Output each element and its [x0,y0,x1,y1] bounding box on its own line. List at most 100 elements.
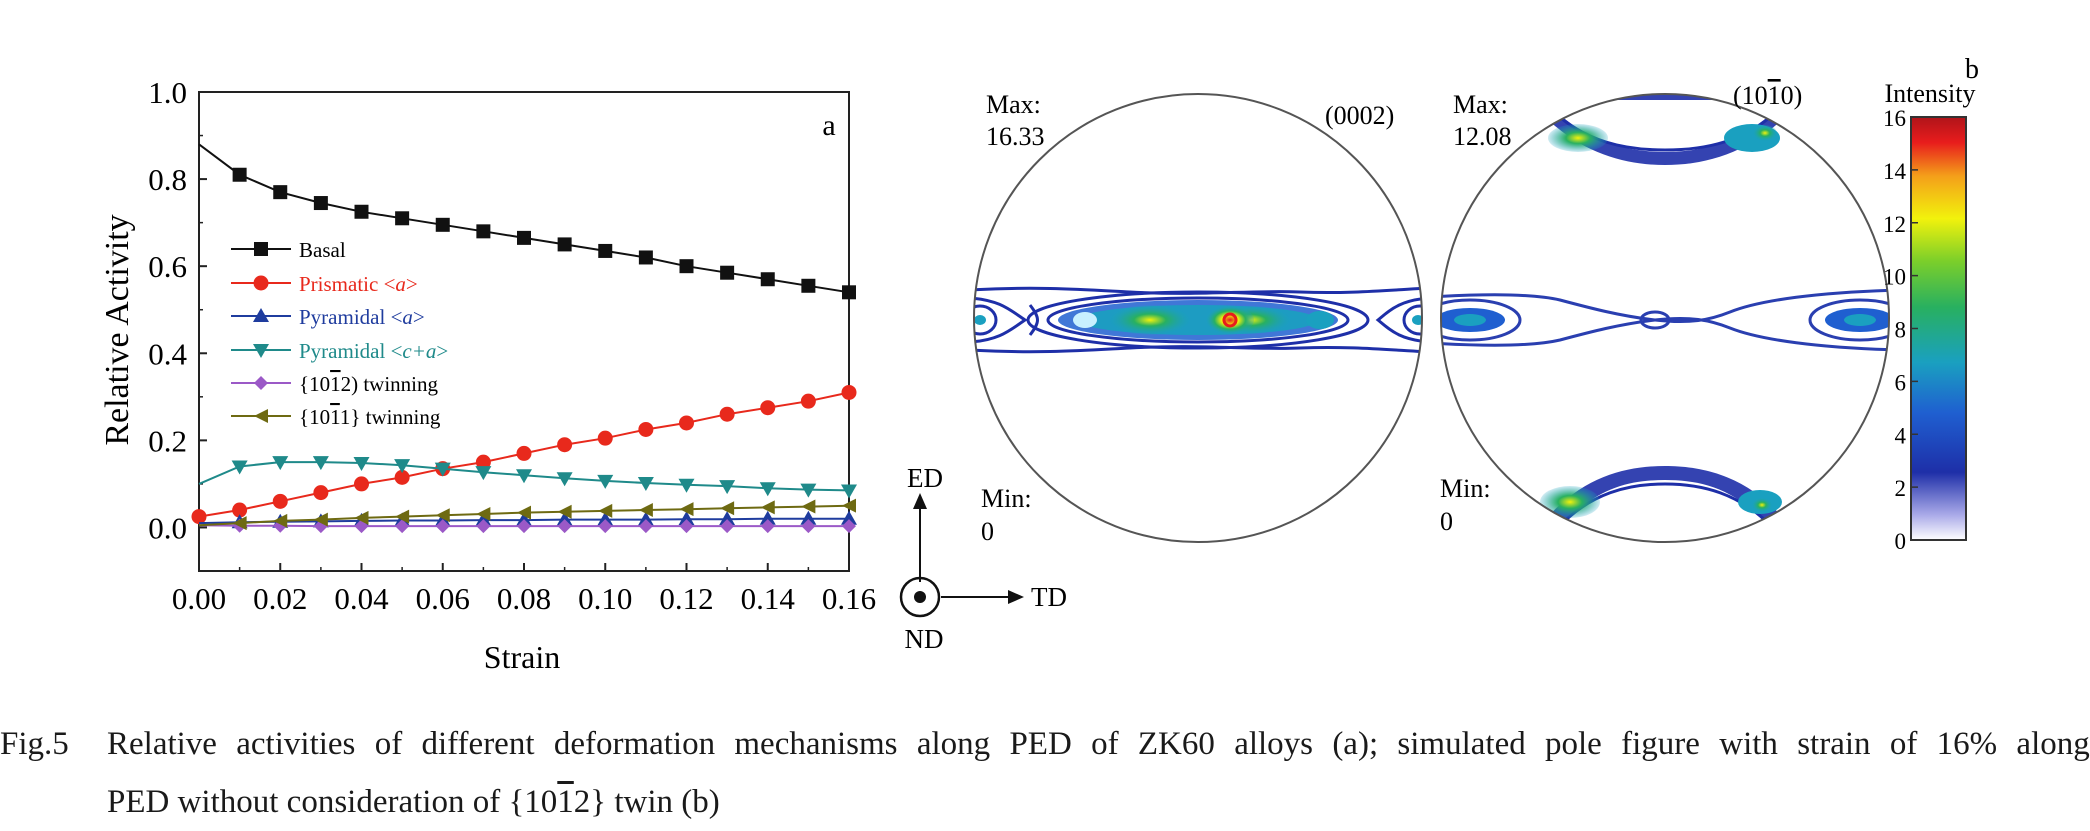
data-point [434,462,451,477]
caption-line-2: PED without consideration of {1012} twin… [0,773,2090,831]
data-point [720,265,735,280]
max-value: 16.33 [986,122,1045,151]
data-point [720,501,735,516]
data-point [720,519,735,534]
data-point [760,400,776,416]
data-point [231,460,248,475]
data-point [800,510,817,525]
y-tick-label: 0.4 [148,336,187,371]
caption-text-line-1: Relative activities of different deformation… [107,715,2090,773]
data-point [597,511,614,526]
legend-item-pyramidal-a: Pyramidal <a> [231,305,425,329]
max-value: 12.08 [1453,122,1512,151]
data-point [801,278,816,293]
data-point [312,456,329,471]
data-point [516,512,532,527]
caption-word: of [1091,726,1119,762]
arrow-up-icon [913,493,927,509]
pole-figure-0002: Max: 16.33 (0002) Min: 0 [973,90,1423,546]
y-tick-label: 0.2 [148,423,187,458]
data-point [556,511,573,526]
data-point [679,259,694,274]
td-label: TD [1031,582,1067,612]
legend-item-pyramidal-ca: Pyramidal <c+a> [231,339,448,363]
data-point [273,185,288,200]
caption-label: Fig.5 [0,726,69,762]
colorbar-gradient [1910,116,1967,541]
data-point [841,510,857,525]
data-point [759,482,776,497]
legend-marker-diamond [254,376,268,390]
caption-word: alloys [1234,726,1314,762]
colorbar-tick-label: 10 [1883,265,1906,290]
caption-word: 16% [1936,726,1998,762]
data-point [678,511,695,526]
ed-label: ED [907,463,943,493]
data-point [191,509,207,525]
data-point [598,243,613,258]
y-axis-label: Relative Activity [99,214,136,445]
data-point [476,519,491,534]
colorbar-tick-label: 16 [1883,106,1906,131]
plot-frame [198,91,850,572]
y-tick-label: 0.6 [148,249,187,284]
x-tick-label: 0.16 [822,581,876,616]
series-1 [191,384,857,525]
caption-word: pole [1545,726,1602,762]
data-point [638,421,654,437]
data-point [475,466,492,481]
data-point [353,457,370,472]
data-point [679,502,694,517]
data-point [597,430,613,446]
min-label: Min: [981,484,1032,513]
caption-word: along [2016,726,2090,762]
data-point [476,224,491,239]
data-point [557,504,572,519]
legend: Basal Prismatic <a> Pyramidal <a> Pyrami… [231,238,448,429]
caption-word: Relative [107,726,217,762]
contour-map [1441,94,1889,542]
figure: 0.00 0.02 0.04 0.06 0.08 0.10 0.12 0.14 0.16 0.0… [99,54,1979,675]
figure-caption: Fig.5 Relative activities of different defor… [0,715,2090,831]
data-point [395,509,410,524]
min-value: 0 [981,517,994,546]
min-label: Min: [1440,474,1491,503]
colorbar-tick-label: 0 [1895,529,1907,554]
caption-word: activities [236,726,356,762]
series-0 [198,143,856,300]
caption-word: deformation [553,726,716,762]
x-tick-label: 0.08 [497,581,551,616]
data-point [719,511,736,526]
data-point [557,237,572,252]
y-tick-label: 0.8 [148,162,187,197]
stereogram-outline [1440,93,1890,543]
data-point [313,512,328,527]
x-tick-label: 0.06 [416,581,470,616]
data-point [842,285,856,300]
caption-word: simulated [1397,726,1526,762]
data-point [394,469,410,485]
arrow-right-icon [1008,590,1024,604]
max-label: Max: [1453,90,1508,119]
legend-label: {1012) twinning [299,372,439,396]
data-point [517,519,531,534]
caption-word: mechanisms [734,726,898,762]
caption-text-line-2: PED without consideration of {1012} twin… [107,784,720,820]
legend-item-1011-twinning: {1011} twinning [231,405,441,429]
caption-word: of [1889,726,1918,762]
data-point [394,459,411,474]
pole-figure-10-10: Max: 12.08 (1010) Min: 0 [1440,81,1890,543]
legend-label: Pyramidal <c+a> [299,339,448,363]
data-point [395,519,410,534]
data-point [598,519,613,534]
x-tick-label: 0.12 [659,581,713,616]
colorbar-tick-label: 12 [1883,212,1906,237]
data-point [760,500,775,515]
data-point [842,519,856,534]
caption-word: (a); [1332,726,1379,762]
series-layer [191,143,857,534]
plane-label: (0002) [1325,101,1394,130]
colorbar-ticks: 0 2 4 6 8 10 12 14 16 [1883,106,1918,554]
data-point [801,519,816,534]
legend-label: Pyramidal <a> [299,305,425,329]
